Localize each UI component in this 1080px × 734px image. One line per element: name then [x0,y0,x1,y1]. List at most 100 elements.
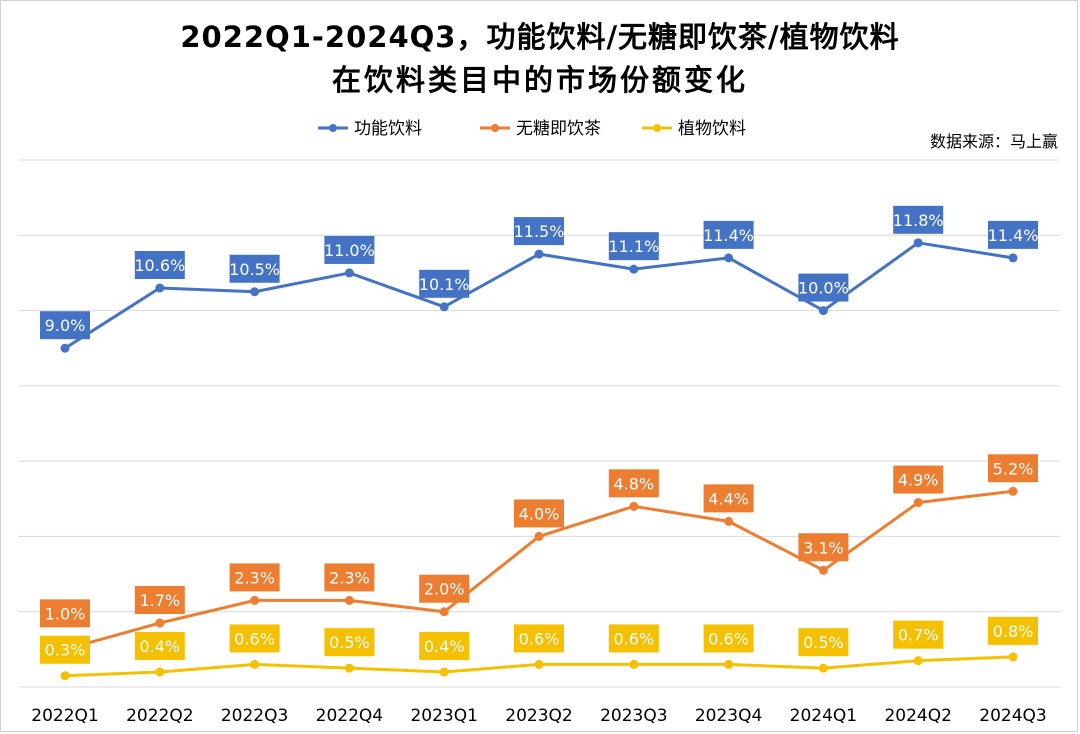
data-label-text: 0.7% [898,626,939,645]
data-label-text: 0.6% [613,629,654,648]
data-label: 4.8% [608,469,659,498]
chart-title-line1: 2022Q1-2024Q3，功能饮料/无糖即饮茶/植物饮料 [180,20,900,54]
legend-label: 植物饮料 [678,119,746,139]
data-point [1008,486,1018,496]
data-point [818,663,828,673]
legend-item: 无糖即饮茶 [480,119,601,139]
data-point [629,659,639,669]
data-point [724,659,734,669]
data-label-box [703,484,754,513]
data-label: 0.8% [988,616,1038,645]
data-label-box [608,624,659,653]
data-point [1008,253,1018,263]
data-label-box [419,574,470,603]
data-point [724,253,734,263]
legend-label: 功能饮料 [354,119,422,139]
data-label-box [893,205,944,234]
data-label-box [608,232,659,261]
data-label: 10.1% [419,269,470,298]
data-label: 0.4% [134,631,185,660]
data-label-box [988,454,1038,483]
data-point [724,516,734,526]
data-label-text: 9.0% [45,316,86,335]
data-label: 11.5% [514,217,565,246]
chart-title-line2: 在饮料类目中的市场份额变化 [331,63,748,97]
data-point [60,671,70,681]
legend-item: 功能饮料 [318,119,422,139]
data-label: 11.1% [608,232,659,261]
x-tick-label: 2023Q2 [505,706,572,726]
data-point [534,659,544,669]
data-label-box [703,624,754,653]
data-label-text: 11.8% [893,211,944,230]
data-label-text: 10.6% [134,256,185,275]
data-point [344,663,354,673]
data-point [534,531,544,541]
legend-item: 植物饮料 [642,119,746,139]
legend-marker [491,124,499,132]
data-label: 0.5% [324,628,375,657]
data-label: 4.4% [703,484,754,513]
data-label: 2.0% [419,574,470,603]
data-label-text: 1.0% [45,604,86,623]
data-point [534,249,544,259]
data-label-text: 3.1% [803,538,844,557]
data-point [439,607,449,617]
data-label: 4.9% [893,465,944,494]
data-label: 0.7% [893,620,944,649]
data-label: 2.3% [324,563,375,592]
data-label-text: 4.4% [708,489,749,508]
data-point [913,498,923,508]
data-label-box [419,631,470,660]
data-point [913,656,923,666]
data-label: 0.5% [798,628,849,657]
data-point [439,667,449,677]
data-label: 0.4% [419,631,470,660]
data-point [818,306,828,316]
data-label-box [229,624,280,653]
data-label-box [134,586,185,615]
data-point [1008,652,1018,662]
data-point [155,667,165,677]
data-point [439,302,449,312]
data-point [155,618,165,628]
data-label: 11.4% [988,220,1039,249]
data-point [344,595,354,605]
data-label-box [419,269,470,298]
data-label: 2.3% [229,563,280,592]
data-label-box [229,254,280,283]
data-label-box [893,465,944,494]
x-tick-label: 2023Q4 [695,706,762,726]
data-label-text: 0.3% [45,641,86,660]
data-point [250,659,260,669]
data-point [344,268,354,278]
data-label-text: 4.0% [519,504,560,523]
data-label-box [988,616,1038,645]
data-label-box [608,469,659,498]
data-label-text: 11.4% [988,226,1039,245]
data-label: 9.0% [40,311,90,340]
data-point [629,501,639,511]
data-label-box [514,624,564,653]
data-label-box [324,628,375,657]
x-tick-label: 2022Q2 [126,706,193,726]
data-label: 10.6% [134,250,185,279]
x-tick-label: 2024Q3 [979,706,1046,726]
x-tick-label: 2022Q1 [31,706,98,726]
data-point [155,283,165,293]
data-label-text: 10.0% [798,279,849,298]
data-label-box [703,220,754,249]
data-label: 5.2% [988,454,1038,483]
legend-marker [653,124,661,132]
data-label: 0.6% [608,624,659,653]
data-label-text: 0.6% [708,629,749,648]
data-point [913,238,923,248]
data-label: 11.0% [324,235,375,264]
data-label-text: 11.5% [514,222,565,241]
data-label-box [40,311,90,340]
data-label: 0.6% [229,624,280,653]
data-label-box [798,533,849,562]
x-tick-label: 2023Q1 [410,706,477,726]
series-line [63,241,1015,350]
